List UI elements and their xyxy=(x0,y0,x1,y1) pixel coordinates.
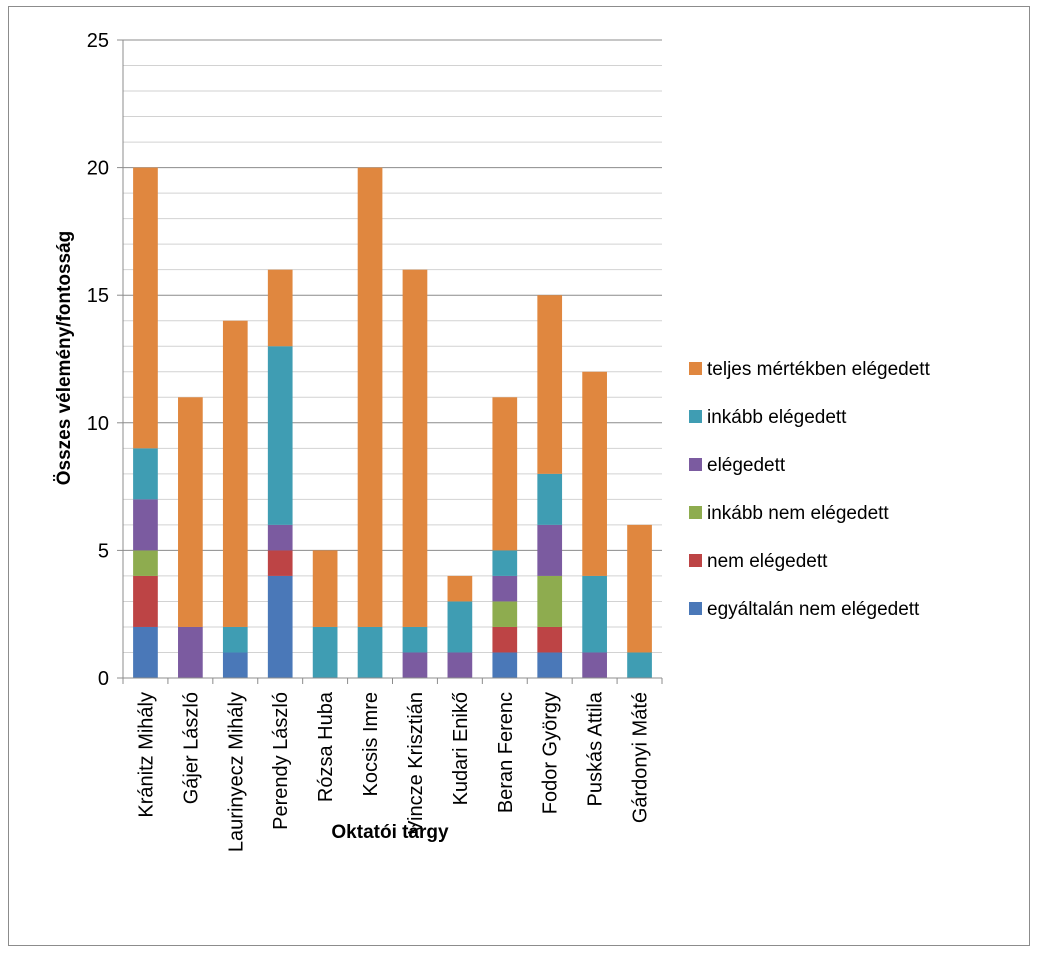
bar-segment xyxy=(402,652,428,678)
bar-segment xyxy=(492,601,518,627)
y-tick-label: 20 xyxy=(87,158,109,180)
bar-segment xyxy=(267,550,293,576)
bar-segment xyxy=(267,575,293,678)
x-tick-label: Laurinyecz Mihály xyxy=(225,692,247,852)
legend-label: teljes mértékben elégedett xyxy=(707,359,931,380)
bar-segment xyxy=(492,626,518,653)
bar-segment xyxy=(447,601,473,653)
bar-segment xyxy=(492,397,518,551)
bar-segment xyxy=(537,652,563,678)
x-axis-title: Oktatói tárgy xyxy=(331,822,449,843)
bar-segment xyxy=(178,626,203,678)
y-tick-label: 0 xyxy=(98,668,109,690)
bar-segment xyxy=(267,269,293,347)
x-tick-label: Kocsis Imre xyxy=(360,692,382,796)
legend-label: egyáltalán nem elégedett xyxy=(707,599,920,620)
bar-segment xyxy=(492,575,518,602)
bar-segment xyxy=(582,371,607,576)
bar-segment xyxy=(357,626,383,678)
bar-segment xyxy=(627,524,652,653)
x-tick-label: Beran Ferenc xyxy=(495,692,517,813)
bar-segment xyxy=(537,473,563,525)
x-tick-label: Kránitz Mihály xyxy=(135,692,157,818)
bar-segment xyxy=(537,295,563,474)
bar-segment xyxy=(267,346,293,525)
legend-swatch xyxy=(689,362,702,375)
bar-segment xyxy=(133,626,158,678)
x-tick-label: Vincze Krisztián xyxy=(405,692,427,834)
bar-segment xyxy=(267,524,293,551)
legend-swatch xyxy=(689,602,702,615)
legend-swatch xyxy=(689,458,702,471)
y-tick-label: 15 xyxy=(87,285,109,307)
bar-segment xyxy=(133,167,158,449)
x-tick-label: Gárdonyi Máté xyxy=(630,692,652,823)
x-tick-label: Perendy László xyxy=(270,692,292,830)
axes: Kránitz Mihály Gájer László Laurinyecz Mih… xyxy=(87,30,663,852)
bar-segment xyxy=(537,524,563,576)
x-tick-label: Puskás Attila xyxy=(585,691,607,806)
bar-segment xyxy=(402,626,428,653)
bar-segment xyxy=(402,269,428,627)
legend-label: inkább elégedett xyxy=(707,407,847,428)
legend-label: inkább nem elégedett xyxy=(707,503,889,524)
x-tick-label: Gájer László xyxy=(180,692,202,804)
bar-segment xyxy=(222,320,248,627)
bar-segment xyxy=(133,499,158,551)
bar-segment xyxy=(582,652,607,678)
bar-stack-group xyxy=(133,167,652,678)
bar-segment xyxy=(312,550,338,627)
bar-segment xyxy=(222,626,248,653)
bar-segment xyxy=(133,448,158,500)
y-tick-label: 5 xyxy=(98,540,109,562)
bar-segment xyxy=(627,652,652,678)
x-tick-label: Kudari Enikő xyxy=(450,692,472,805)
x-tick-label: Rózsa Huba xyxy=(315,691,337,802)
legend-swatch xyxy=(689,506,702,519)
bar-segment xyxy=(447,575,473,602)
bar-segment xyxy=(537,575,563,627)
bar-segment xyxy=(357,167,383,627)
bar-segment xyxy=(582,575,607,653)
legend-label: elégedett xyxy=(707,455,786,476)
legend-swatch xyxy=(689,410,702,423)
bar-segment xyxy=(447,652,473,678)
y-axis-title: Összes vélemény/fontosság xyxy=(54,231,75,486)
bar-segment xyxy=(492,550,518,576)
y-tick-label: 10 xyxy=(87,413,109,435)
gridlines xyxy=(123,39,662,653)
y-tick-label: 25 xyxy=(87,30,109,52)
legend-label: nem elégedett xyxy=(707,551,828,572)
legend-swatch xyxy=(689,554,702,567)
bar-segment xyxy=(133,575,158,627)
bar-segment xyxy=(133,550,158,576)
x-tick-label: Fodor György xyxy=(540,692,562,814)
bar-segment xyxy=(178,397,203,627)
bar-segment xyxy=(537,626,563,653)
bar-segment xyxy=(492,652,518,678)
legend: teljes mértékben elégedett inkább elégede… xyxy=(689,359,931,620)
bar-segment xyxy=(312,626,338,678)
bar-segment xyxy=(222,652,248,678)
